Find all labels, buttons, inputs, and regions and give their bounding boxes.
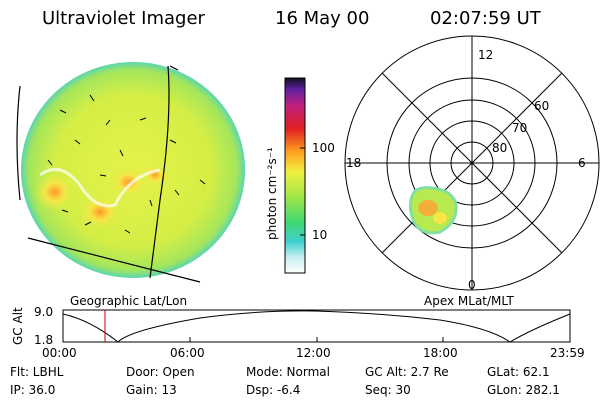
mlt-label-18: 18 <box>346 156 362 170</box>
gain-info: Gain: 13 <box>126 383 177 397</box>
gc-alt-info: GC Alt: 2.7 Re <box>365 365 449 379</box>
glat-info: GLat: 62.1 <box>487 365 550 379</box>
date-label: 16 May 00 <box>275 8 370 29</box>
mlt-label-6: 6 <box>578 156 586 170</box>
colorbar-tick-10: 10 <box>312 228 328 242</box>
altitude-plot <box>62 309 571 343</box>
x-tick-1200: 12:00 <box>296 346 331 360</box>
seq-info: Seq: 30 <box>365 383 411 397</box>
lat-label-80: 80 <box>492 141 508 155</box>
ip-info: IP: 36.0 <box>10 383 56 397</box>
lat-label-60: 60 <box>534 99 550 113</box>
x-tick-0000: 00:00 <box>42 346 77 360</box>
dsp-info: Dsp: -6.4 <box>246 383 301 397</box>
mlt-label-0: 0 <box>468 278 476 292</box>
time-label: 02:07:59 UT <box>430 8 541 29</box>
filter-info: Flt: LBHL <box>10 365 64 379</box>
x-tick-0600: 06:00 <box>170 346 205 360</box>
lat-label-70: 70 <box>512 121 528 135</box>
colorbar-unit-label: photon cm⁻²s⁻¹ <box>265 147 279 240</box>
mode-info: Mode: Normal <box>246 365 330 379</box>
alt-tick-9: 9.0 <box>34 305 54 319</box>
polar-mlt-grid <box>344 35 600 291</box>
x-tick-2359: 23:59 <box>550 346 585 360</box>
polar-aurora-patch <box>408 186 458 235</box>
glon-info: GLon: 282.1 <box>487 383 560 397</box>
door-info: Door: Open <box>126 365 195 379</box>
altitude-axis-label: GC Alt <box>11 307 25 345</box>
color-scale-bar <box>284 77 306 274</box>
colorbar-tick-100: 100 <box>312 141 335 155</box>
instrument-title: Ultraviolet Imager <box>42 8 205 29</box>
earth-disk-image <box>16 62 245 283</box>
apex-caption: Apex MLat/MLT <box>424 294 514 308</box>
alt-tick-1-8: 1.8 <box>34 333 54 347</box>
geographic-caption: Geographic Lat/Lon <box>70 294 188 308</box>
x-tick-1800: 18:00 <box>423 346 458 360</box>
mlt-label-12: 12 <box>478 48 494 62</box>
